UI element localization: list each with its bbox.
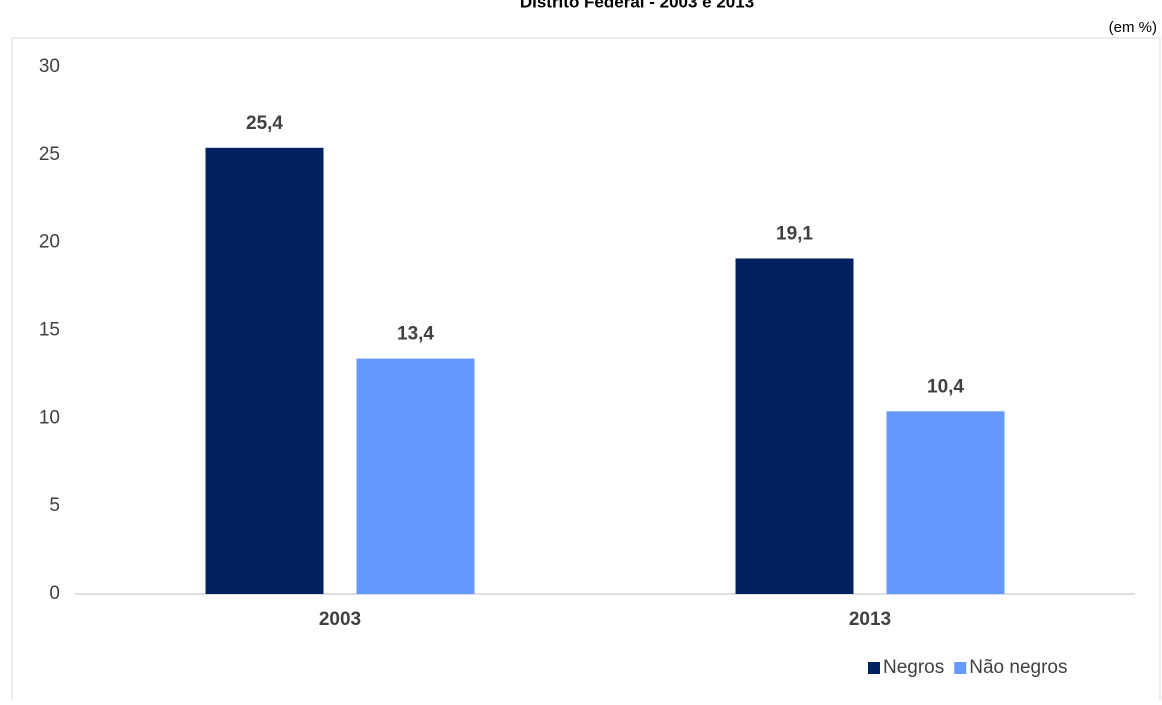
y-tick-label: 25 [39, 144, 60, 165]
legend-swatch [868, 662, 880, 674]
y-tick-label: 5 [49, 495, 60, 516]
data-label: 25,4 [246, 113, 283, 134]
bar [356, 358, 475, 594]
bar [886, 411, 1005, 594]
y-tick-label: 20 [39, 232, 60, 253]
data-label: 10,4 [927, 376, 964, 397]
data-label: 13,4 [397, 324, 434, 345]
chart-title: Distrito Federal - 2003 e 2013 [520, 0, 754, 11]
y-tick-label: 10 [39, 407, 60, 428]
y-tick-label: 30 [39, 56, 60, 77]
bar [735, 258, 854, 594]
x-tick-label: 2013 [849, 609, 891, 630]
x-tick-label: 2003 [319, 609, 361, 630]
y-tick-label: 15 [39, 320, 60, 341]
bar [205, 147, 324, 594]
legend-label: Negros [883, 657, 944, 678]
chart-subtitle: (em %) [1109, 19, 1157, 36]
legend-label: Não negros [969, 657, 1067, 678]
y-tick-label: 0 [49, 583, 60, 604]
legend-swatch [954, 662, 967, 674]
chart-border [11, 37, 1161, 705]
data-label: 19,1 [776, 223, 813, 244]
